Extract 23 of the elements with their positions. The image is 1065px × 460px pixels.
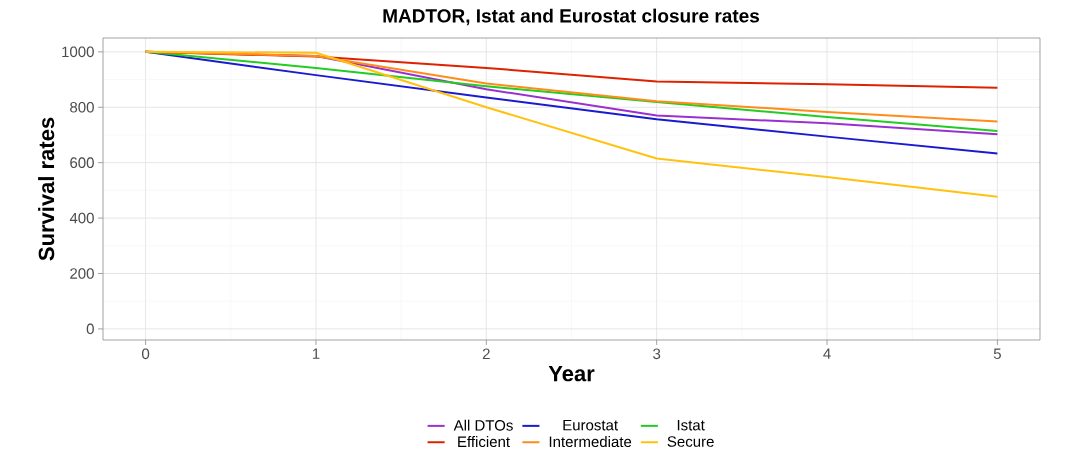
y-tick-label: 1000 [62, 46, 94, 58]
x-tick-label: 3 [653, 348, 661, 360]
y-tick-label: 600 [70, 157, 94, 168]
legend-label: Efficient [458, 436, 510, 448]
x-tick-label: 1 [312, 348, 320, 359]
y-tick-label: 800 [70, 101, 94, 113]
x-axis-title: Year [548, 366, 595, 382]
y-tick-label: 400 [69, 212, 94, 224]
y-tick-label: 200 [70, 268, 94, 279]
x-tick-label: 5 [993, 348, 1001, 359]
x-tick-label: 4 [823, 348, 831, 359]
x-tick-label: 2 [482, 348, 490, 359]
legend-label: Intermediate [549, 436, 632, 448]
x-tick-label: 0 [142, 348, 150, 360]
chart-title: MADTOR, Istat and Eurostat closure rates [383, 8, 760, 26]
legend-label: Eurostat [563, 419, 618, 431]
legend-label: All DTOs [453, 419, 513, 431]
legend-label: Istat [677, 419, 705, 431]
line-series [144, 50, 999, 155]
y-tick-label: 0 [86, 323, 94, 335]
y-axis-title: Survival rates [38, 117, 55, 261]
line-series [144, 50, 999, 198]
legend-label: Secure [667, 436, 714, 447]
